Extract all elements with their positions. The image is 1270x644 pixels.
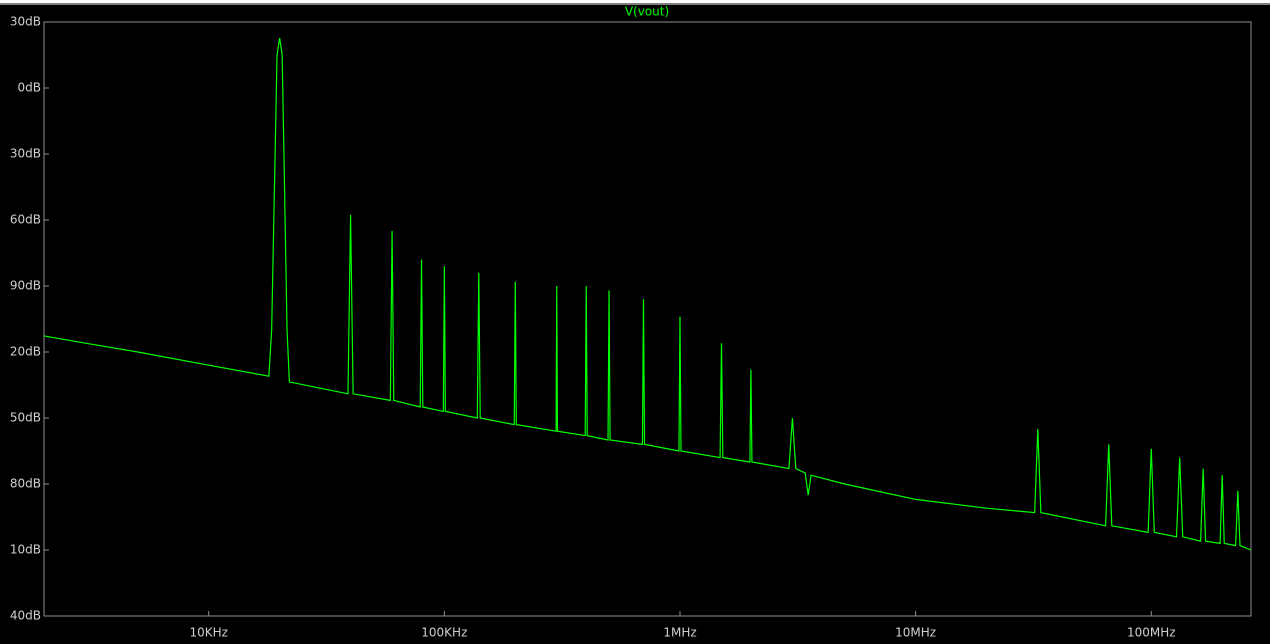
y-tick-label: 40dB <box>10 609 41 623</box>
y-tick-label: 20dB <box>10 345 41 359</box>
window-edge <box>0 0 1270 3</box>
plot-frame <box>43 21 1252 617</box>
y-tick-label: 30dB <box>10 147 41 161</box>
window-edge <box>0 3 1270 5</box>
x-tick-label: 100KHz <box>421 626 467 640</box>
y-tick-label: 0dB <box>18 81 41 95</box>
y-tick-label: 50dB <box>10 411 41 425</box>
x-tick-label: 10MHz <box>895 626 936 640</box>
spectrum-line <box>44 37 1251 551</box>
y-tick-label: 60dB <box>10 213 41 227</box>
x-tick-label: 10KHz <box>189 626 227 640</box>
chart-title: V(vout) <box>625 5 669 19</box>
x-tick-label: 100MHz <box>1127 626 1176 640</box>
y-tick-label: 30dB <box>10 15 41 29</box>
y-tick-label: 10dB <box>10 543 41 557</box>
y-tick-label: 90dB <box>10 279 41 293</box>
x-tick-label: 1MHz <box>663 626 696 640</box>
y-tick-label: 80dB <box>10 477 41 491</box>
